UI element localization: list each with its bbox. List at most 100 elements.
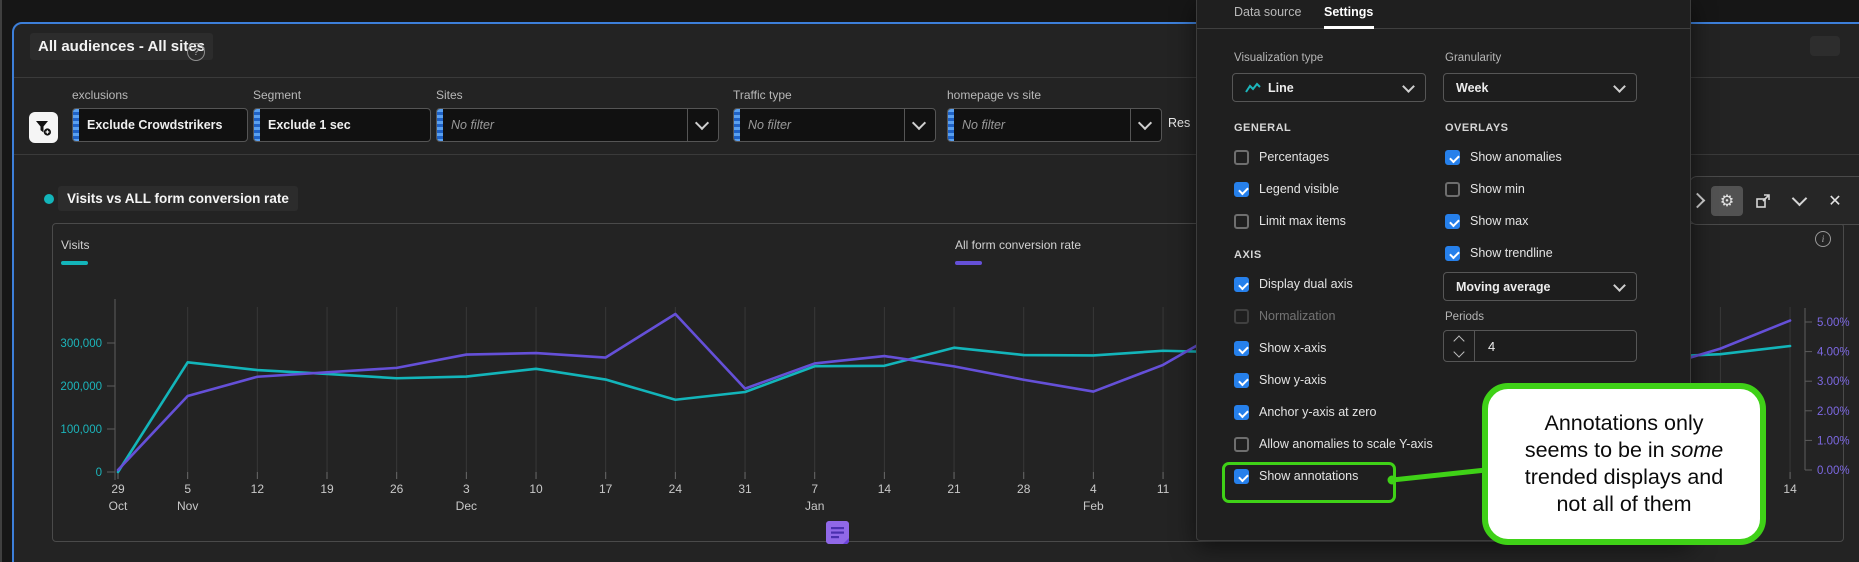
close-icon[interactable]: ✕ — [1828, 191, 1842, 210]
checkbox-label: Show anomalies — [1470, 150, 1562, 164]
chevron-right-icon[interactable] — [1689, 192, 1706, 209]
granularity-label: Granularity — [1445, 52, 1502, 64]
segment-drop-strip — [734, 109, 740, 141]
panel-collapse-icon[interactable] — [1810, 36, 1840, 56]
filter-value: No filter — [962, 118, 1006, 132]
checkbox-label: Allow anomalies to scale Y-axis — [1259, 437, 1433, 451]
callout-line: not all of them — [1556, 492, 1692, 516]
checkbox-normalization[interactable]: Normalization — [1234, 307, 1433, 325]
filter-value: Exclude 1 sec — [268, 118, 351, 132]
expand-icon[interactable] — [1747, 186, 1779, 216]
checkbox-checked-icon — [1445, 213, 1460, 229]
add-filter-button[interactable] — [29, 112, 58, 143]
checkbox-show-max[interactable]: Show max — [1445, 212, 1562, 230]
checkbox-show-y-axis[interactable]: Show y-axis — [1234, 371, 1433, 389]
periods-value: 4 — [1488, 338, 1496, 354]
dropdown-separator — [904, 109, 905, 141]
filter-dropdown-sites[interactable]: No filter — [436, 108, 719, 142]
annotation-note-icon[interactable] — [826, 521, 849, 549]
stepper-arrows[interactable] — [1444, 331, 1475, 361]
checkbox-checked-icon — [1234, 404, 1249, 420]
active-tab-underline — [1324, 26, 1375, 29]
annotation-callout: Annotations only seems to be in some trend… — [1482, 383, 1766, 545]
dropdown-separator — [687, 109, 688, 141]
chevron-down-icon — [1402, 80, 1415, 93]
periods-label: Periods — [1445, 311, 1484, 323]
filter-dropdown-segment[interactable]: Exclude 1 sec — [253, 108, 431, 142]
checkbox-show-min[interactable]: Show min — [1445, 180, 1562, 198]
filter-group-homepage-vs-site: homepage vs site No filter — [947, 88, 1162, 142]
checkbox-allow-anomalies-to-scale-y-axis[interactable]: Allow anomalies to scale Y-axis — [1234, 435, 1433, 453]
filter-value: Exclude Crowdstrikers — [87, 118, 223, 132]
filter-dropdown-homepage-vs-site[interactable]: No filter — [947, 108, 1162, 142]
funnel-add-icon — [36, 120, 51, 136]
callout-line: trended displays and — [1524, 465, 1724, 489]
chevron-down-icon — [1137, 115, 1153, 131]
chevron-down-icon — [911, 115, 927, 131]
gear-icon[interactable]: ⚙ — [1711, 185, 1743, 216]
left-edge-divider — [0, 0, 2, 562]
segment-drop-strip — [254, 109, 260, 141]
checkbox-label: Percentages — [1259, 150, 1330, 164]
section-heading-general: GENERAL — [1234, 122, 1292, 134]
filter-label: Traffic type — [733, 88, 792, 102]
checkbox-label: Show y-axis — [1259, 373, 1327, 387]
segment-drop-strip — [437, 109, 443, 141]
dropdown-separator — [1130, 109, 1131, 141]
visualization-type-value: Line — [1268, 80, 1294, 95]
filter-dropdown-exclusions[interactable]: Exclude Crowdstrikers — [72, 108, 248, 142]
tab-settings[interactable]: Settings — [1324, 5, 1374, 19]
filterbar-divider — [14, 154, 1859, 155]
checkbox-percentages[interactable]: Percentages — [1234, 148, 1346, 166]
checkbox-label: Limit max items — [1259, 214, 1346, 228]
visualization-type-select[interactable]: Line — [1232, 73, 1426, 102]
checkbox-show-x-axis[interactable]: Show x-axis — [1234, 339, 1433, 357]
filter-group-segment: Segment Exclude 1 sec — [253, 88, 431, 142]
checkbox-anchor-y-axis-at-zero[interactable]: Anchor y-axis at zero — [1234, 403, 1433, 421]
checkbox-unchecked-icon — [1234, 213, 1249, 229]
granularity-value: Week — [1456, 80, 1489, 95]
periods-stepper[interactable]: 4 — [1443, 330, 1637, 362]
checkbox-label: Display dual axis — [1259, 277, 1353, 291]
filter-label: Sites — [436, 88, 463, 102]
checkbox-label: Show trendline — [1470, 246, 1553, 260]
tab-data-source[interactable]: Data source — [1234, 5, 1302, 19]
chevron-down-icon — [694, 115, 710, 131]
checkbox-display-dual-axis[interactable]: Display dual axis — [1234, 275, 1433, 293]
filter-label: Segment — [253, 88, 302, 102]
help-icon[interactable]: ? — [187, 43, 205, 61]
filter-value: No filter — [451, 118, 495, 132]
checkbox-label: Normalization — [1259, 309, 1336, 323]
checkbox-limit-max-items[interactable]: Limit max items — [1234, 212, 1346, 230]
filter-group-sites: Sites No filter — [436, 88, 719, 142]
checkbox-unchecked-icon — [1234, 149, 1249, 165]
chevron-down-icon[interactable] — [1783, 186, 1815, 216]
filter-group-exclusions: exclusions Exclude Crowdstrikers — [72, 88, 248, 142]
checkbox-checked-icon — [1234, 340, 1249, 356]
checkbox-checked-icon — [1234, 276, 1249, 292]
chevron-down-icon — [1613, 80, 1626, 93]
section-heading-overlays: OVERLAYS — [1445, 122, 1509, 134]
chart-panel — [52, 223, 1844, 542]
chevron-up-icon — [1453, 334, 1465, 347]
checkbox-label: Show x-axis — [1259, 341, 1327, 355]
chevron-down-icon — [1613, 279, 1626, 292]
callout-line: Annotations only — [1544, 411, 1704, 435]
visualization-color-dot — [44, 194, 54, 204]
legend-item-visits[interactable]: Visits — [61, 238, 89, 265]
header-divider — [14, 77, 1859, 78]
legend-label: Visits — [61, 238, 90, 252]
granularity-select[interactable]: Week — [1443, 73, 1637, 102]
checkbox-label: Anchor y-axis at zero — [1259, 405, 1377, 419]
checkbox-show-trendline[interactable]: Show trendline — [1445, 244, 1562, 262]
chevron-glyph — [1791, 190, 1807, 207]
trendline-type-select[interactable]: Moving average — [1443, 272, 1637, 301]
legend-item-all-form-conversion-rate[interactable]: All form conversion rate — [955, 238, 1081, 265]
checkbox-show-anomalies[interactable]: Show anomalies — [1445, 148, 1562, 166]
checkbox-legend-visible[interactable]: Legend visible — [1234, 180, 1346, 198]
info-icon[interactable]: i — [1815, 231, 1831, 247]
filter-dropdown-traffic-type[interactable]: No filter — [733, 108, 936, 142]
visualization-toolbar: ⚙ ✕ — [1689, 176, 1859, 225]
trendline-type-value: Moving average — [1456, 279, 1551, 294]
